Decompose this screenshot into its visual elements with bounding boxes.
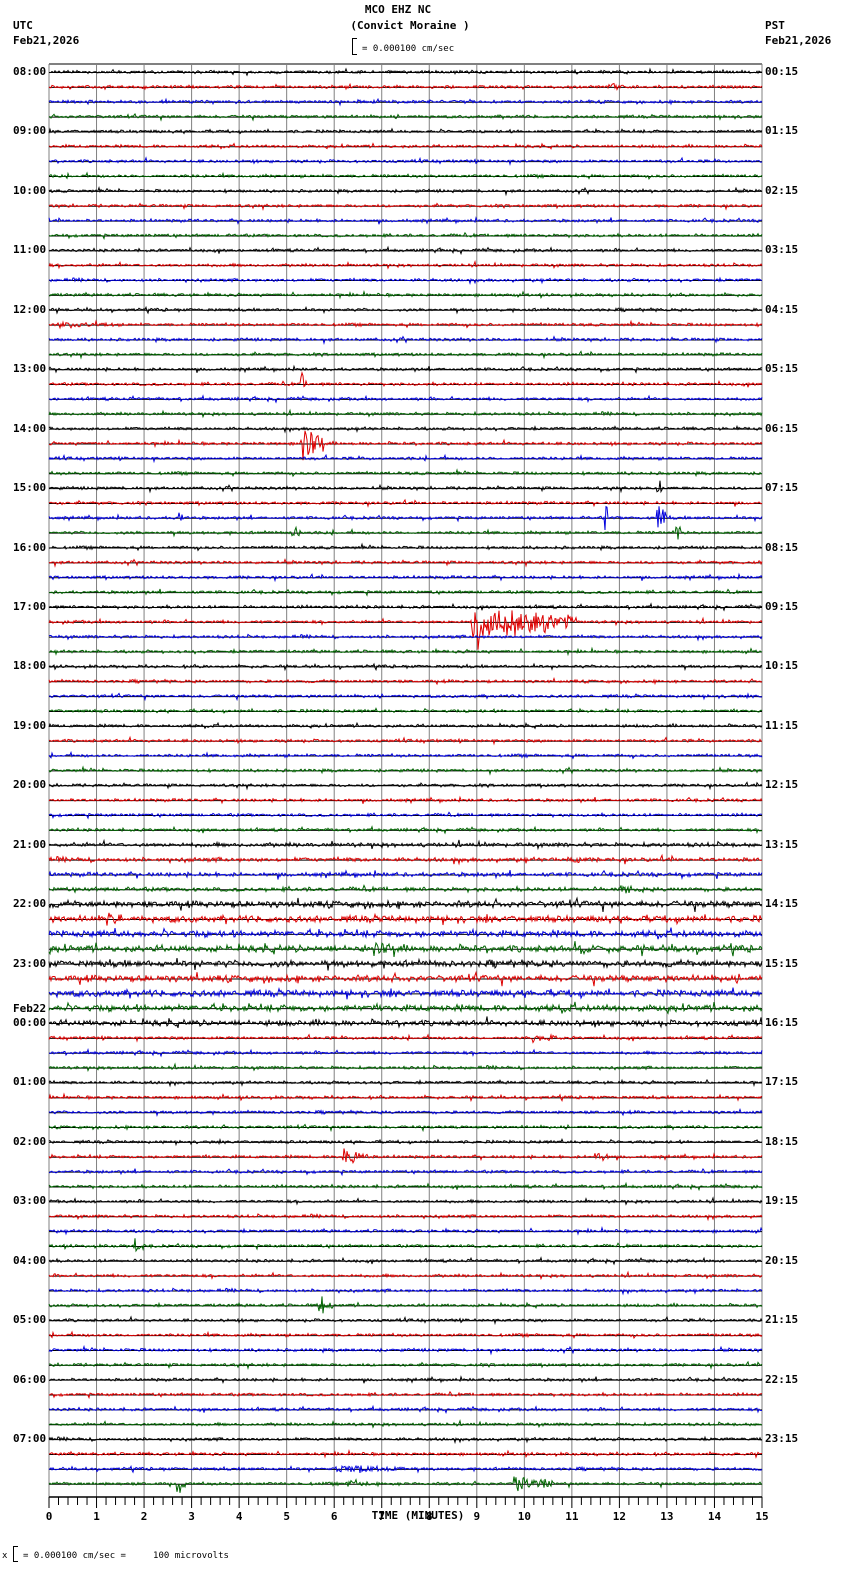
pst-hour-label: 00:15 — [765, 65, 799, 78]
utc-hour-label: 07:00 — [13, 1432, 47, 1446]
utc-hour-label: 16:00 — [13, 540, 47, 554]
utc-hour-label: 12:00 — [13, 302, 47, 316]
x-axis-label: TIME (MINUTES) — [371, 1509, 465, 1522]
right-timezone: PST — [765, 19, 785, 32]
scale-text: = 0.000100 cm/sec — [362, 44, 455, 54]
utc-hour-label: 10:00 — [13, 183, 47, 197]
x-tick-label: 15 — [755, 1510, 769, 1523]
pst-hour-label: 16:15 — [765, 1016, 799, 1030]
pst-hour-label: 01:15 — [765, 124, 799, 138]
x-tick-label: 7 — [378, 1510, 386, 1523]
pst-hour-label: 07:15 — [765, 481, 799, 495]
left-date: Feb21,2026 — [13, 34, 80, 47]
pst-hour-label: 02:15 — [765, 183, 799, 197]
x-tick-label: 12 — [612, 1510, 627, 1523]
utc-hour-label: 01:00 — [13, 1075, 47, 1089]
utc-hour-label: 04:00 — [13, 1253, 47, 1267]
x-tick-label: 2 — [140, 1510, 148, 1523]
x-tick-label: 10 — [517, 1510, 531, 1523]
footer-scale-prefix: x — [2, 1551, 8, 1561]
utc-hour-label: 06:00 — [13, 1372, 47, 1386]
utc-hour-label: 13:00 — [13, 362, 47, 376]
right-date: Feb21,2026 — [765, 34, 832, 47]
utc-hour-label: 22:00 — [13, 897, 47, 911]
utc-hour-label: 09:00 — [13, 124, 47, 138]
utc-hour-label: 18:00 — [13, 659, 47, 673]
pst-hour-label: 04:15 — [765, 302, 799, 316]
left-date-label: Feb22 — [13, 1002, 47, 1016]
pst-hour-label: 13:15 — [765, 837, 799, 851]
utc-hour-label: 08:00 — [13, 65, 47, 78]
pst-hour-label: 17:15 — [765, 1075, 799, 1089]
x-tick-label: 1 — [93, 1510, 100, 1523]
pst-hour-label: 11:15 — [765, 718, 799, 732]
pst-hour-label: 12:15 — [765, 778, 799, 792]
x-tick-label: 6 — [330, 1510, 338, 1523]
pst-hour-label: 20:15 — [765, 1253, 799, 1267]
x-tick-label: 8 — [425, 1510, 433, 1523]
x-tick-label: 4 — [235, 1510, 243, 1523]
utc-hour-label: 15:00 — [13, 481, 47, 495]
utc-hour-label: 14:00 — [13, 421, 47, 435]
left-timezone: UTC — [13, 19, 33, 32]
pst-hour-label: 10:15 — [765, 659, 799, 673]
utc-hour-label: 05:00 — [13, 1313, 47, 1327]
utc-hour-label: 20:00 — [13, 778, 47, 792]
pst-hour-label: 05:15 — [765, 362, 799, 376]
utc-hour-label: 23:00 — [13, 956, 47, 970]
utc-hour-label: 21:00 — [13, 837, 47, 851]
utc-hour-label: 02:00 — [13, 1134, 47, 1148]
pst-hour-label: 08:15 — [765, 540, 799, 554]
utc-hour-label: 03:00 — [13, 1194, 47, 1208]
pst-hour-label: 14:15 — [765, 897, 799, 911]
station-location: (Convict Moraine ) — [350, 19, 470, 32]
pst-hour-label: 09:15 — [765, 599, 799, 613]
pst-hour-label: 06:15 — [765, 421, 799, 435]
footer-scale-text: = 0.000100 cm/sec = 100 microvolts — [23, 1551, 229, 1561]
x-tick-label: 9 — [473, 1510, 481, 1523]
utc-hour-label: 17:00 — [13, 599, 47, 613]
pst-hour-label: 19:15 — [765, 1194, 799, 1208]
x-tick-label: 11 — [565, 1510, 579, 1523]
x-tick-label: 0 — [45, 1510, 53, 1523]
pst-hour-label: 03:15 — [765, 243, 799, 257]
x-tick-label: 3 — [188, 1510, 195, 1523]
x-tick-label: 13 — [660, 1510, 674, 1523]
pst-hour-label: 18:15 — [765, 1134, 799, 1148]
pst-hour-label: 21:15 — [765, 1313, 799, 1327]
station-title: MCO EHZ NC — [364, 3, 432, 16]
utc-hour-label: 00:00 — [13, 1016, 47, 1030]
x-tick-label: 14 — [707, 1510, 722, 1523]
utc-hour-label: 11:00 — [13, 243, 47, 257]
footer-scale-bar-icon — [13, 1546, 18, 1562]
pst-hour-label: 22:15 — [765, 1372, 799, 1386]
x-tick-label: 5 — [283, 1510, 290, 1523]
pst-hour-label: 23:15 — [765, 1432, 799, 1446]
utc-hour-label: 19:00 — [13, 718, 47, 732]
pst-hour-label: 15:15 — [765, 956, 799, 970]
scale-bar-icon — [352, 38, 357, 55]
